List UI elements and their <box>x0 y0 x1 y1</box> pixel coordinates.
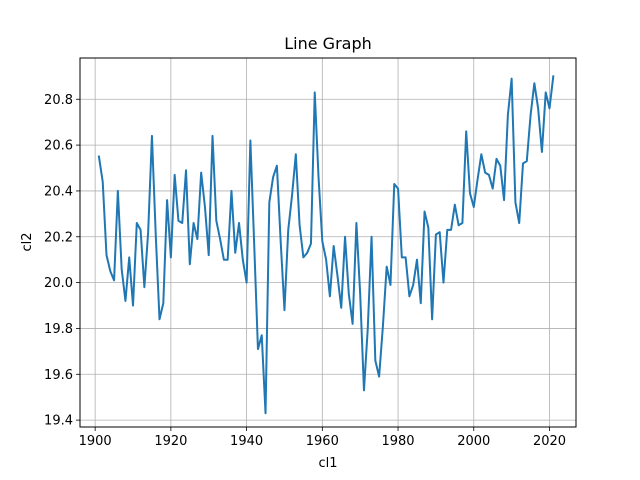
x-tick-label: 1920 <box>154 434 187 449</box>
chart-title: Line Graph <box>284 34 372 53</box>
y-tick-label: 19.4 <box>44 414 73 429</box>
ticks: 1900 1920 1940 1960 1980 2000 2020 19.4 19.6 19.8… <box>44 93 566 449</box>
y-tick-label: 20.8 <box>44 93 73 108</box>
y-tick-label: 19.8 <box>44 322 73 337</box>
y-tick-label: 19.6 <box>44 368 73 383</box>
y-tick-label: 20.6 <box>44 139 73 154</box>
x-tick-label: 2000 <box>457 434 490 449</box>
x-tick-label: 1960 <box>306 434 339 449</box>
x-tick-label: 2020 <box>533 434 566 449</box>
y-axis-title: cl2 <box>20 232 35 251</box>
x-tick-label: 1980 <box>381 434 414 449</box>
grid <box>80 58 576 427</box>
x-tick-label: 1900 <box>79 434 112 449</box>
series-layer <box>97 75 555 415</box>
x-tick-label: 1940 <box>230 434 263 449</box>
series-line <box>97 75 555 415</box>
y-tick-label: 20.0 <box>44 276 73 291</box>
plot-frame <box>79 57 577 428</box>
y-tick-label: 20.4 <box>44 184 73 199</box>
y-tick-label: 20.2 <box>44 230 73 245</box>
x-axis-title: cl1 <box>318 456 337 471</box>
